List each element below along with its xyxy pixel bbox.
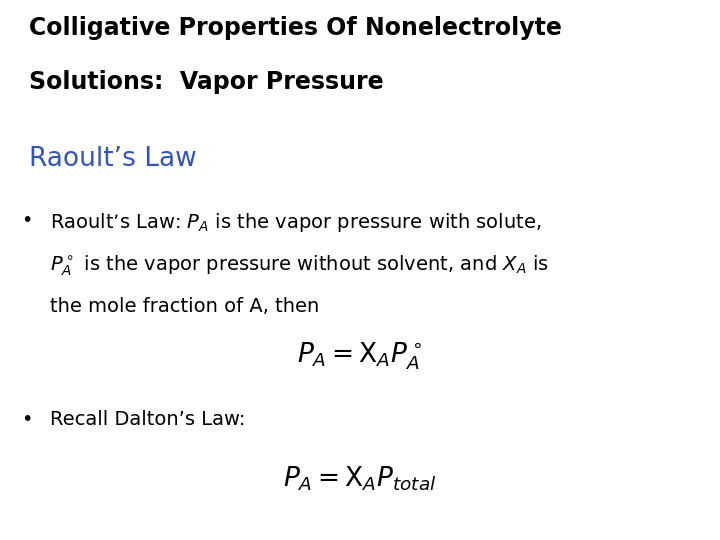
- Text: Raoult’s Law: $P_A$ is the vapor pressure with solute,: Raoult’s Law: $P_A$ is the vapor pressur…: [50, 211, 541, 234]
- Text: •: •: [22, 211, 33, 229]
- Text: $P_A^\circ$ is the vapor pressure without solvent, and $X_A$ is: $P_A^\circ$ is the vapor pressure withou…: [50, 254, 549, 278]
- Text: Recall Dalton’s Law:: Recall Dalton’s Law:: [50, 410, 246, 429]
- Text: Raoult’s Law: Raoult’s Law: [29, 146, 197, 172]
- Text: Solutions:  Vapor Pressure: Solutions: Vapor Pressure: [29, 70, 384, 94]
- Text: Colligative Properties Of Nonelectrolyte: Colligative Properties Of Nonelectrolyte: [29, 16, 562, 40]
- Text: $P_A = \mathrm{X}_A P_{total}$: $P_A = \mathrm{X}_A P_{total}$: [283, 464, 437, 493]
- Text: the mole fraction of A, then: the mole fraction of A, then: [50, 297, 320, 316]
- Text: •: •: [22, 410, 33, 429]
- Text: $P_A = \mathrm{X}_A P_A^\circ$: $P_A = \mathrm{X}_A P_A^\circ$: [297, 340, 423, 372]
